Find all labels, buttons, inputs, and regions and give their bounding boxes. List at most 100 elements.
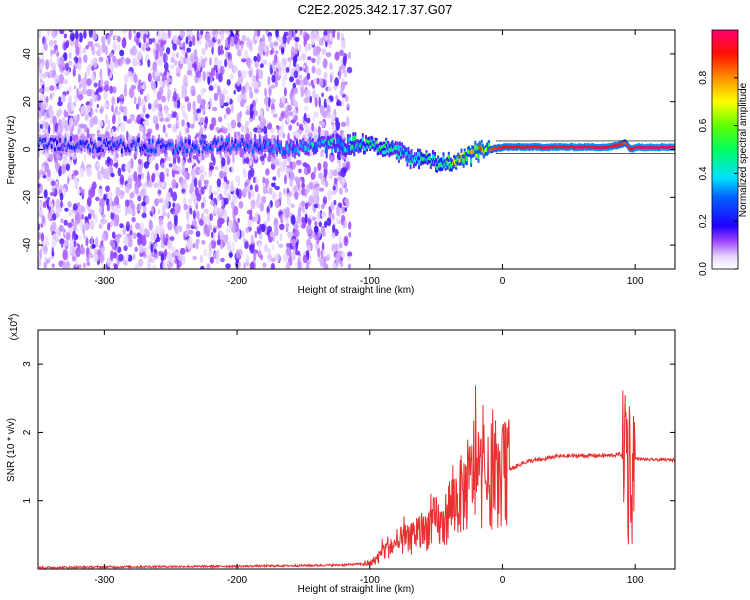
track-core (476, 146, 479, 150)
track-core (368, 140, 371, 145)
noise-blob (39, 200, 44, 210)
noise-blob (181, 188, 186, 193)
noise-blob (250, 190, 255, 198)
noise-blob (61, 117, 66, 128)
noise-blob (315, 45, 321, 56)
track-core (355, 144, 358, 149)
noise-blob (185, 36, 189, 45)
noise-blob (176, 99, 181, 109)
track-core (619, 143, 622, 146)
track-core (566, 145, 569, 149)
noise-blob (267, 225, 272, 233)
noise-blob (196, 108, 201, 114)
noise-blob (221, 205, 225, 210)
noise-blob (263, 46, 268, 53)
noise-blob (250, 167, 255, 178)
noise-blob (93, 115, 98, 125)
track-core (272, 148, 275, 154)
noise-blob (138, 79, 142, 87)
noise-blob (281, 122, 284, 133)
track-core (530, 145, 533, 148)
noise-blob (78, 264, 82, 269)
noise-blob (48, 198, 52, 208)
noise-blob (301, 182, 306, 189)
noise-blob (99, 108, 104, 114)
noise-blob (176, 52, 179, 59)
noise-blob (226, 79, 231, 86)
noise-blob (223, 113, 227, 120)
noise-blob (268, 254, 271, 263)
noise-blob (308, 195, 314, 205)
noise-blob (185, 127, 190, 134)
noise-blob (78, 32, 83, 43)
noise-blob (329, 62, 333, 70)
noise-blob (109, 30, 113, 37)
noise-blob (38, 183, 41, 188)
noise-blob (125, 57, 130, 65)
track-core (405, 151, 408, 158)
noise-blob (131, 210, 136, 217)
noise-blob (86, 166, 93, 177)
track-core (462, 158, 465, 164)
noise-blob (176, 260, 180, 269)
noise-blob (63, 33, 68, 39)
noise-blob (123, 245, 128, 252)
track-core (183, 145, 186, 149)
noise-blob (212, 191, 218, 196)
noise-blob (65, 262, 71, 269)
noise-blob (205, 32, 211, 43)
track-core (60, 146, 63, 151)
noise-blob (202, 99, 206, 105)
track-core (652, 146, 655, 149)
noise-blob (302, 254, 308, 264)
noise-blob (146, 259, 152, 269)
noise-blob (126, 221, 130, 227)
track-core (220, 137, 223, 142)
track-core (200, 140, 203, 145)
noise-blob (327, 192, 331, 202)
noise-blob (189, 207, 193, 215)
noise-blob (68, 208, 73, 217)
noise-blob (155, 49, 159, 56)
noise-blob (259, 232, 263, 240)
noise-blob (315, 33, 321, 42)
noise-blob (341, 133, 345, 140)
noise-blob (184, 230, 189, 238)
noise-blob (124, 259, 128, 266)
noise-blob (256, 128, 262, 134)
noise-blob (117, 116, 121, 125)
noise-blob (144, 195, 150, 205)
noise-blob (236, 80, 241, 87)
track-core (345, 148, 348, 152)
noise-blob (313, 30, 318, 36)
noise-blob (320, 249, 323, 259)
noise-blob (157, 31, 163, 41)
noise-blob (213, 92, 218, 102)
noise-blob (138, 124, 144, 132)
noise-blob (275, 50, 279, 55)
noise-blob (86, 261, 91, 267)
noise-blob (83, 234, 87, 240)
noise-blob (237, 49, 242, 57)
noise-blob (129, 229, 133, 236)
track-core (296, 141, 298, 145)
noise-blob (150, 257, 153, 263)
noise-blob (209, 123, 215, 131)
noise-blob (268, 202, 271, 210)
noise-blob (207, 76, 211, 85)
track-core (222, 142, 225, 147)
noise-blob (105, 45, 108, 56)
noise-blob (261, 195, 267, 204)
svg-text:(x104): (x104) (8, 314, 20, 341)
noise-blob (267, 247, 272, 256)
noise-blob (112, 55, 117, 63)
noise-blob (41, 93, 45, 105)
noise-blob (188, 40, 193, 47)
noise-blob (85, 237, 89, 247)
noise-blob (93, 254, 99, 262)
noise-blob (243, 262, 246, 269)
noise-blob (213, 227, 217, 233)
noise-blob (195, 71, 202, 78)
track-core (582, 146, 585, 149)
noise-blob (112, 114, 116, 125)
